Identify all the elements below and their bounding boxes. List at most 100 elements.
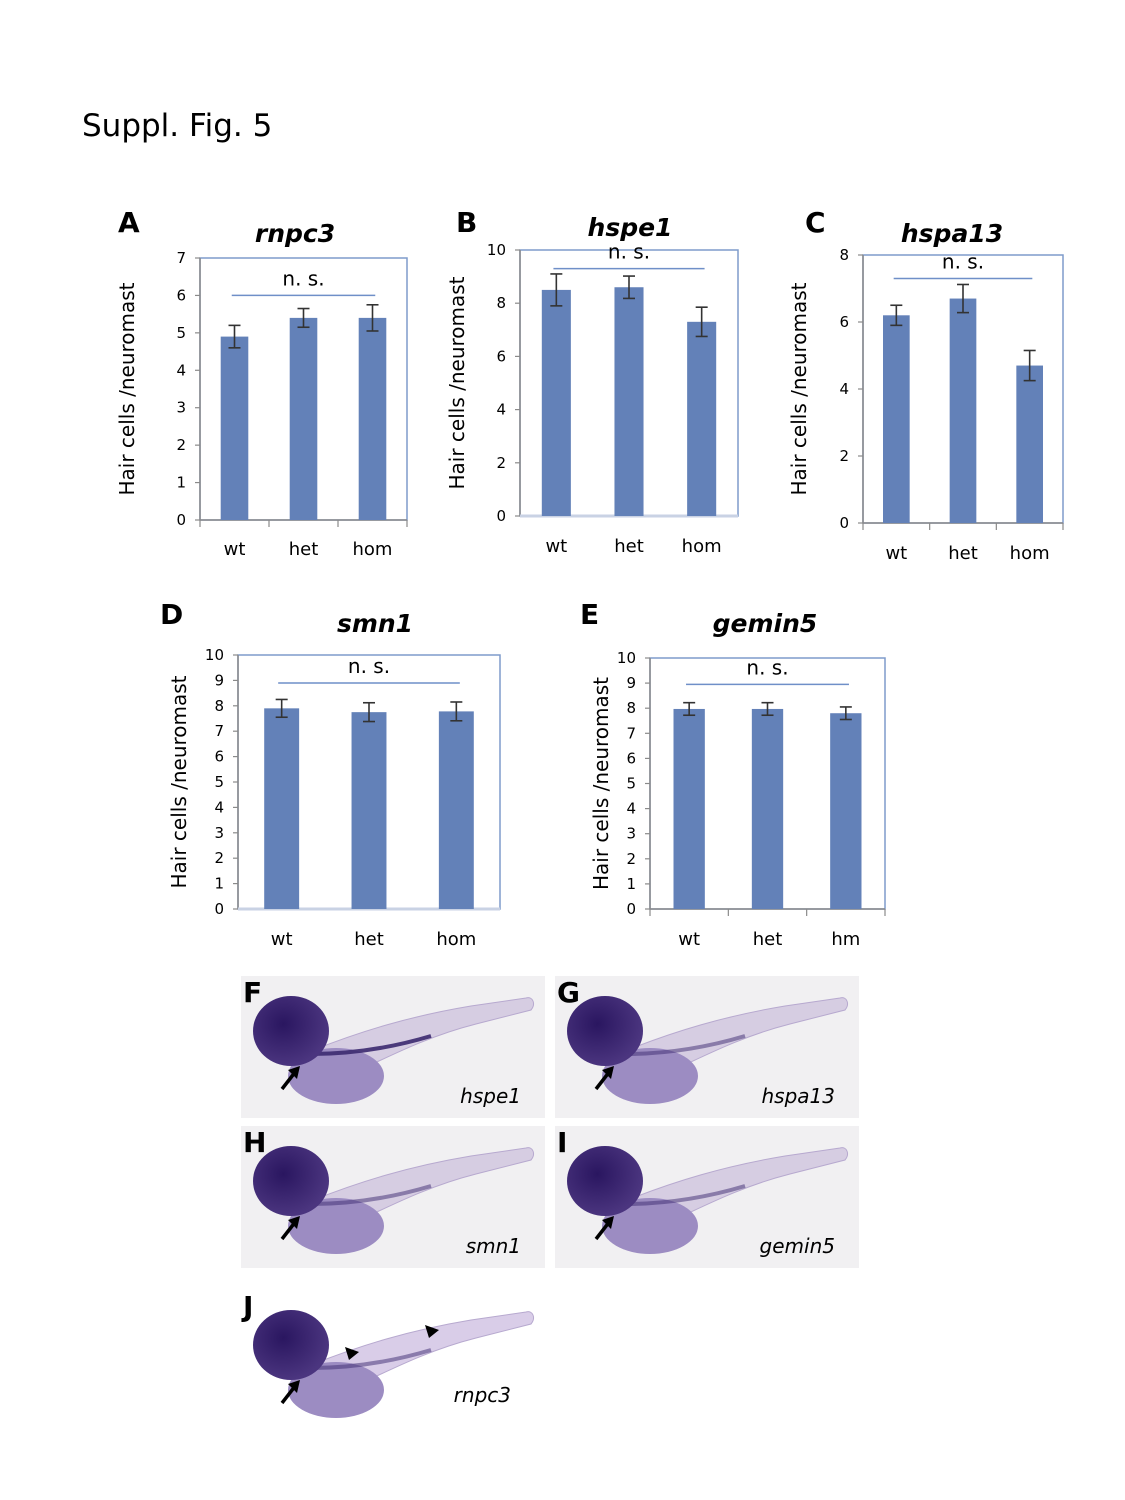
panel-letter: F: [243, 976, 263, 1009]
error-bar-hom: [695, 306, 708, 338]
category-label: het: [948, 543, 978, 564]
y-tick-label: 1: [214, 875, 224, 893]
y-tick-label: 9: [214, 671, 224, 689]
y-tick-label: 4: [496, 401, 506, 419]
arrow-head-icon: [602, 1216, 614, 1229]
y-tick-label: 3: [626, 825, 636, 843]
category-label: wt: [545, 536, 567, 557]
embryo-gut: [624, 1034, 746, 1056]
embryo-yolk: [288, 1048, 384, 1104]
y-axis-label: Hair cells /neuromast: [445, 276, 469, 489]
arrow-head-icon: [602, 1066, 614, 1079]
embryo-yolk: [602, 1048, 698, 1104]
category-label: het: [289, 539, 319, 560]
bar-het: [751, 708, 784, 909]
chart-title: hspe1: [588, 213, 673, 242]
arrow-head-icon: [288, 1066, 300, 1079]
error-bar-wt: [550, 273, 563, 307]
embryo-head: [567, 1146, 643, 1216]
embryo-image: [253, 1310, 534, 1418]
y-axis-label: Hair cells /neuromast: [167, 675, 191, 888]
error-bar-het: [761, 701, 774, 717]
y-tick-label: 6: [176, 286, 186, 304]
y-tick-label: 2: [214, 849, 224, 867]
chart-title: hspa13: [901, 219, 1003, 248]
panel-letter: E: [580, 598, 599, 631]
bar-chart: 0 1 2 3 4 5 6 7 8 9 10 wt het hom n. s. D smn1 Hair cells…: [160, 598, 501, 950]
error-bar-het: [623, 275, 635, 300]
y-tick-label: 1: [626, 875, 636, 893]
y-tick-label: 10: [205, 646, 224, 664]
bar-het: [289, 317, 318, 520]
arrow-head-icon: [288, 1380, 300, 1393]
embryo-head: [253, 1310, 329, 1380]
photo-panel-g: G hspa13: [555, 976, 859, 1118]
bar-hom: [438, 711, 474, 909]
y-tick-label: 6: [626, 749, 636, 767]
y-tick-label: 0: [496, 507, 506, 525]
error-bar-hom: [1023, 349, 1036, 382]
y-tick-label: 3: [176, 399, 186, 417]
y-axis-label: Hair cells /neuromast: [787, 282, 811, 495]
category-label: hm: [831, 929, 860, 950]
error-bar-wt: [275, 698, 288, 719]
y-tick-label: 4: [214, 798, 224, 816]
embryo-image: [253, 996, 534, 1104]
y-tick-label: 1: [176, 474, 186, 492]
significance-label: n. s.: [608, 240, 650, 264]
significance-label: n. s.: [348, 654, 390, 678]
embryo-head: [253, 1146, 329, 1216]
photo-panel-h: H smn1: [241, 1126, 545, 1268]
y-tick-label: 8: [496, 294, 506, 312]
embryo-yolk: [602, 1198, 698, 1254]
gene-label: hspa13: [761, 1084, 836, 1108]
category-label: hom: [682, 536, 722, 557]
bar-hom: [358, 317, 387, 520]
chart-title: smn1: [337, 609, 413, 638]
significance-label: n. s.: [942, 249, 984, 273]
y-tick-label: 4: [176, 361, 186, 379]
category-label: wt: [885, 543, 907, 564]
y-tick-label: 7: [176, 249, 186, 267]
y-axis-label: Hair cells /neuromast: [589, 677, 613, 890]
embryo-head: [253, 996, 329, 1066]
bar-chart: 0 2 4 6 8 10 wt het hom n. s. B hspe1 Hair cells /ne…: [445, 206, 739, 557]
y-tick-label: 0: [214, 900, 224, 918]
embryo-yolk: [288, 1198, 384, 1254]
embryo-image: [567, 996, 848, 1104]
y-tick-label: 0: [176, 511, 186, 529]
panel-letter: J: [243, 1290, 254, 1323]
bar-wt: [264, 708, 300, 909]
category-label: wt: [678, 929, 700, 950]
embryo-image: [567, 1146, 848, 1254]
chart-title: rnpc3: [255, 219, 335, 248]
photo-panel-i: I gemin5: [555, 1126, 859, 1268]
y-tick-label: 4: [839, 380, 849, 398]
significance-label: n. s.: [746, 655, 788, 679]
y-tick-label: 10: [617, 649, 636, 667]
gene-label: gemin5: [759, 1234, 835, 1258]
embryo-head: [567, 996, 643, 1066]
y-tick-label: 2: [176, 436, 186, 454]
y-tick-label: 8: [626, 699, 636, 717]
category-label: hom: [436, 929, 476, 950]
y-tick-label: 9: [626, 674, 636, 692]
embryo-gut: [624, 1184, 746, 1206]
bar-wt: [541, 289, 571, 516]
y-tick-label: 2: [839, 447, 849, 465]
error-bar-wt: [890, 304, 903, 327]
embryo-image: [253, 1146, 534, 1254]
error-bar-het: [957, 283, 969, 314]
y-tick-label: 8: [839, 246, 849, 264]
figure-title: Suppl. Fig. 5: [82, 108, 273, 144]
gene-label: rnpc3: [453, 1383, 511, 1407]
panel-letter: A: [118, 206, 140, 239]
photo-panel-f: F hspe1: [241, 976, 545, 1118]
embryo-gut: [310, 1034, 432, 1056]
bar-chart: 0 1 2 3 4 5 6 7 8 9 10 wt het hm n. s. E gemin5 Hair cell…: [580, 598, 886, 950]
y-tick-label: 5: [626, 775, 636, 793]
error-bar-hom: [366, 303, 379, 332]
